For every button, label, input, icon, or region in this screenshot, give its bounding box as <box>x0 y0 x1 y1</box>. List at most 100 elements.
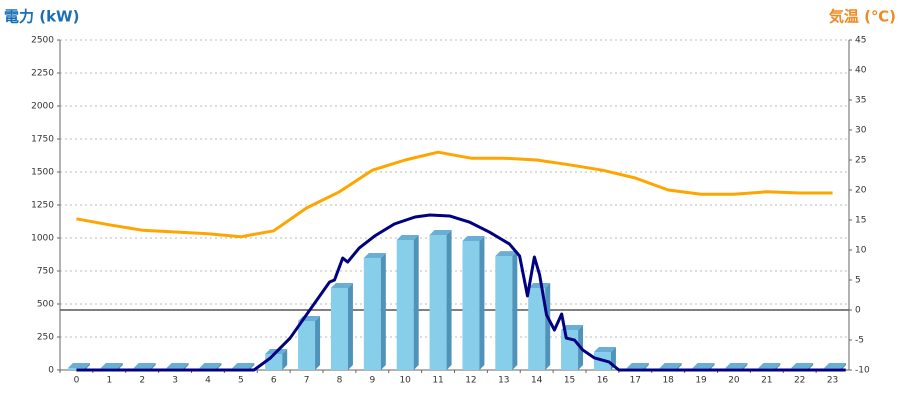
y-tick-label: 1500 <box>31 168 54 178</box>
bar-top <box>396 234 419 240</box>
bar-top <box>232 363 255 368</box>
bar-top <box>659 363 682 368</box>
bar-top <box>429 229 452 235</box>
bar-side <box>709 363 715 370</box>
x-tick-label: 20 <box>728 376 740 386</box>
bar-top <box>462 236 485 242</box>
x-tick-label: 6 <box>271 376 277 386</box>
temperature-line <box>76 150 833 239</box>
bar-top <box>100 363 123 368</box>
y2-tick-label: 40 <box>855 66 867 76</box>
bar-top <box>791 363 814 368</box>
y2-tick-label: 5 <box>855 276 861 286</box>
x-tick-label: 10 <box>399 376 411 386</box>
bar-side <box>249 363 255 370</box>
bar-top <box>758 363 781 368</box>
y-tick-label: 1000 <box>31 234 54 244</box>
bar-top <box>593 347 616 353</box>
x-tick-label: 0 <box>74 376 80 386</box>
bar-side <box>380 253 386 370</box>
y-axis-title: 電力 (kW) <box>4 8 79 26</box>
y2-tick-label: -10 <box>855 366 870 376</box>
bar-top <box>528 283 551 289</box>
bar-side <box>841 363 847 370</box>
bar-top <box>363 253 386 259</box>
bar-top <box>495 251 518 257</box>
bar-side <box>446 229 452 370</box>
y-tick-label: 2000 <box>31 102 54 112</box>
x-tick-label: 17 <box>630 376 641 386</box>
y-tick-label: 1250 <box>31 201 54 211</box>
y2-tick-label: 20 <box>855 186 867 196</box>
bar-side <box>808 363 814 370</box>
x-tick-label: 19 <box>695 376 707 386</box>
x-tick-label: 2 <box>139 376 145 386</box>
y2-tick-label: 0 <box>855 306 861 316</box>
x-tick-label: 1 <box>106 376 112 386</box>
bar-top <box>725 363 748 368</box>
bar-side <box>315 316 321 370</box>
y2-axis-title: 気温 (℃) <box>829 8 896 26</box>
bar-top <box>561 324 584 330</box>
x-tick-label: 16 <box>597 376 609 386</box>
y2-tick-label: -5 <box>855 336 864 346</box>
bar-side <box>150 363 156 370</box>
y2-tick-label: 35 <box>855 96 866 106</box>
y-tick-label: 750 <box>37 267 54 277</box>
bar-side <box>347 283 353 370</box>
bar-side <box>742 363 748 370</box>
bar <box>561 329 579 370</box>
x-tick-label: 22 <box>794 376 805 386</box>
x-tick-label: 5 <box>238 376 244 386</box>
x-tick-label: 13 <box>498 376 509 386</box>
y-tick-label: 500 <box>37 300 54 310</box>
bar <box>429 234 447 370</box>
bar-side <box>117 363 123 370</box>
x-tick-label: 14 <box>531 376 543 386</box>
bar <box>528 288 546 370</box>
y2-tick-label: 10 <box>855 246 867 256</box>
x-tick-label: 12 <box>465 376 476 386</box>
x-tick-label: 15 <box>564 376 575 386</box>
bar-top <box>166 363 189 368</box>
y-tick-label: 250 <box>37 333 54 343</box>
x-tick-label: 7 <box>304 376 310 386</box>
y-tick-label: 2500 <box>31 36 54 46</box>
x-tick-label: 3 <box>172 376 178 386</box>
bar-side <box>216 363 222 370</box>
bar <box>330 288 348 370</box>
bar-side <box>775 363 781 370</box>
bar-side <box>545 283 551 370</box>
x-tick-label: 21 <box>761 376 772 386</box>
x-tick-label: 18 <box>662 376 674 386</box>
power-line <box>76 213 846 372</box>
x-tick-label: 23 <box>827 376 838 386</box>
bar-top <box>824 363 847 368</box>
bar-side <box>183 363 189 370</box>
y2-tick-label: 25 <box>855 156 866 166</box>
x-tick-label: 8 <box>337 376 343 386</box>
bar-top <box>67 363 90 368</box>
bar-top <box>692 363 715 368</box>
bar-top <box>626 363 649 368</box>
y2-tick-label: 30 <box>855 126 867 136</box>
x-tick-label: 9 <box>369 376 375 386</box>
y-tick-label: 0 <box>48 366 54 376</box>
bar-side <box>512 251 518 370</box>
bar-side <box>643 363 649 370</box>
bar-top <box>133 363 156 368</box>
y-tick-label: 2250 <box>31 69 54 79</box>
bar <box>396 239 414 370</box>
bar-side <box>676 363 682 370</box>
bar-side <box>479 236 485 370</box>
bar-side <box>84 363 90 370</box>
x-tick-label: 4 <box>205 376 211 386</box>
bar-side <box>282 349 288 370</box>
bar <box>363 258 381 370</box>
y2-tick-label: 15 <box>855 216 866 226</box>
y-tick-label: 1750 <box>31 135 54 145</box>
y2-tick-label: 45 <box>855 36 866 46</box>
bar <box>462 241 480 370</box>
bar <box>495 256 513 370</box>
